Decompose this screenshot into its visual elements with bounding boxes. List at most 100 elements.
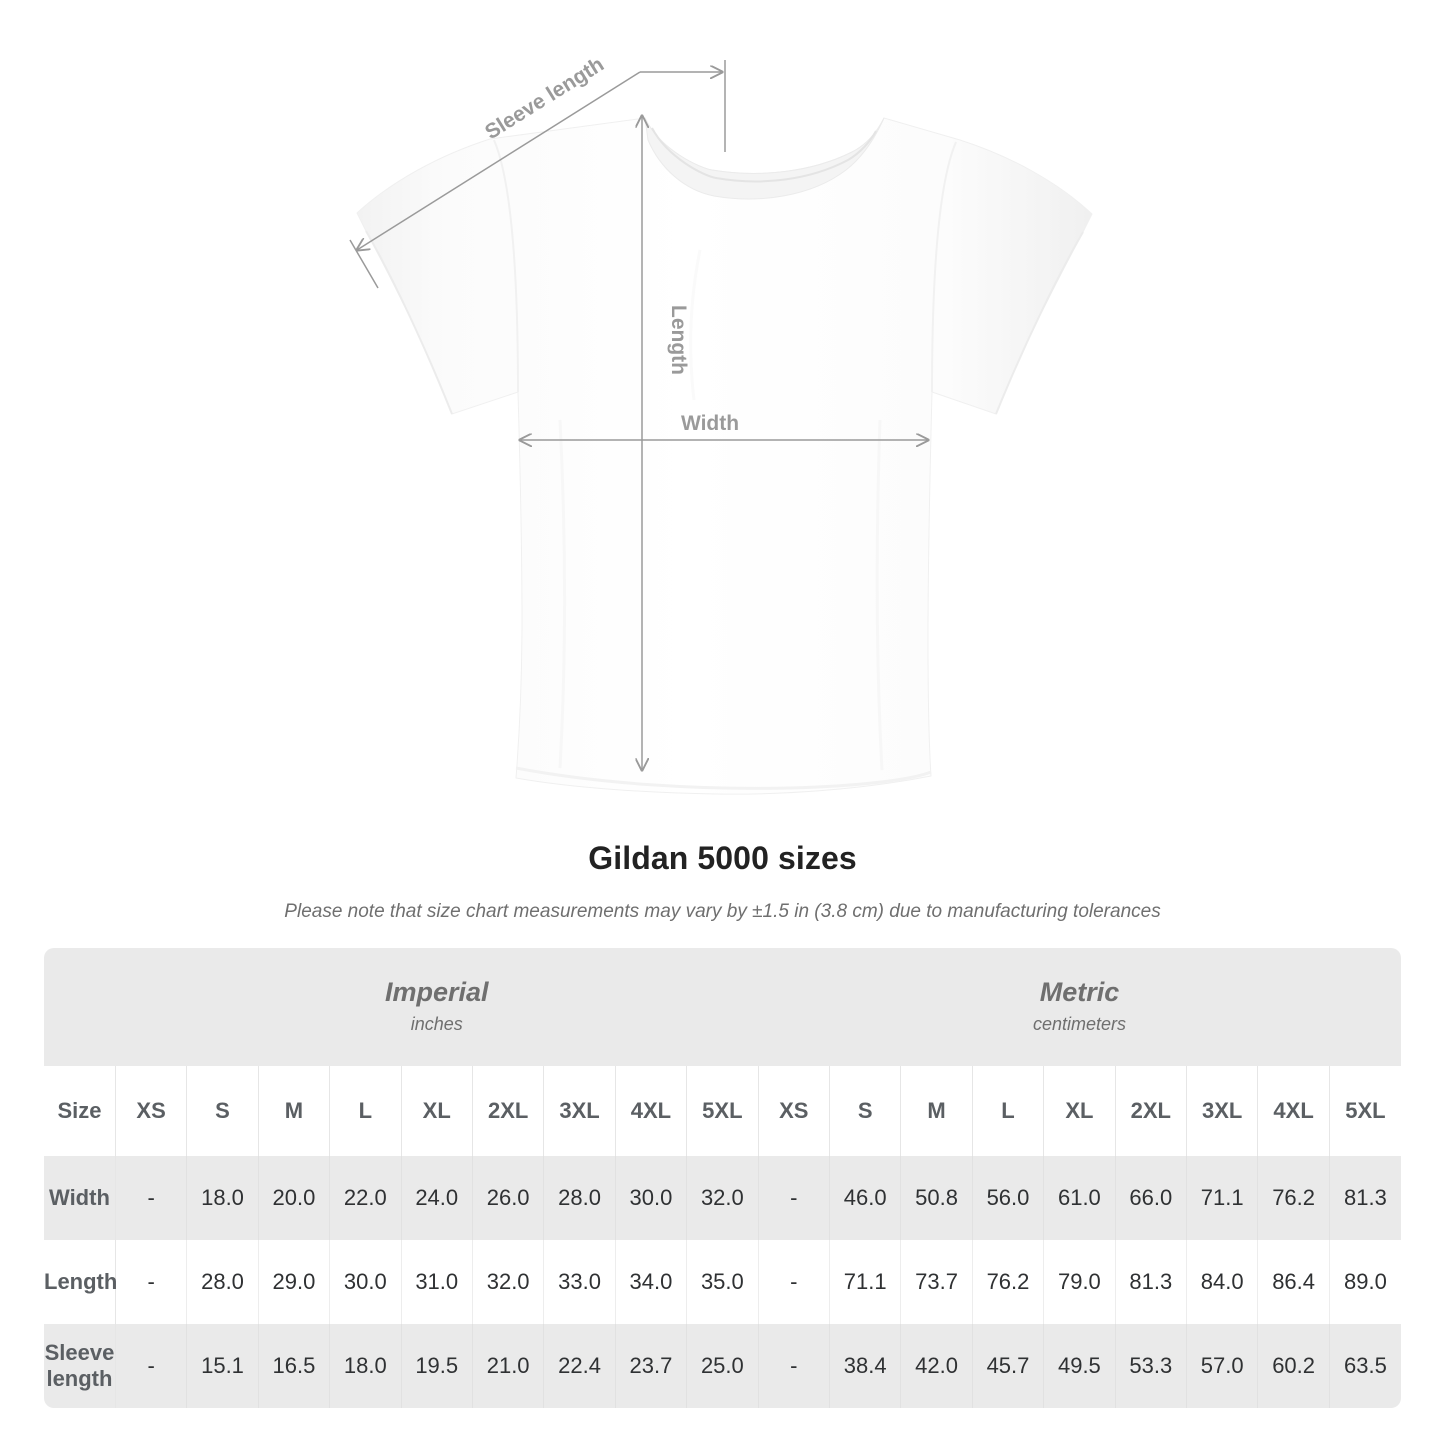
- row-label-length: Length: [44, 1240, 117, 1324]
- width-dimension: Width: [520, 412, 928, 440]
- cell-width-imperial-5xl: 32.0: [686, 1156, 759, 1240]
- cell-length-imperial-xs: -: [115, 1240, 188, 1324]
- cell-sleeve-metric-l: 45.7: [972, 1324, 1045, 1408]
- width-label: Width: [681, 412, 739, 435]
- cell-sleeve-metric-2xl: 53.3: [1115, 1324, 1188, 1408]
- cell-width-metric-5xl: 81.3: [1329, 1156, 1401, 1240]
- row-label-sleeve-length: Sleeve length: [44, 1324, 116, 1408]
- unit-sub-imperial: inches: [410, 1013, 463, 1034]
- size-header-row: Size XS S M L XL 2XL 3XL 4XL 5XL XS S M …: [44, 1066, 1401, 1156]
- table-row: Length - 28.0 29.0 30.0 31.0 32.0 33.0 3…: [44, 1240, 1401, 1324]
- size-header-metric-xs: XS: [758, 1066, 830, 1156]
- size-chart-table: Imperial inches Metric centimeters Size …: [44, 948, 1401, 1408]
- cell-length-imperial-4xl: 34.0: [615, 1240, 688, 1324]
- fabric-fold-3: [689, 249, 702, 401]
- size-header-metric-3xl: 3XL: [1186, 1066, 1259, 1156]
- cell-width-metric-xl: 61.0: [1043, 1156, 1116, 1240]
- unit-group-imperial: Imperial inches: [115, 948, 759, 1066]
- cell-width-imperial-4xl: 30.0: [615, 1156, 688, 1240]
- size-header-imperial-3xl: 3XL: [543, 1066, 616, 1156]
- cell-sleeve-imperial-5xl: 25.0: [686, 1324, 759, 1408]
- size-header-imperial-2xl: 2XL: [472, 1066, 545, 1156]
- cell-sleeve-imperial-m: 16.5: [258, 1324, 331, 1408]
- cell-length-imperial-5xl: 35.0: [686, 1240, 759, 1324]
- size-header-metric-l: L: [972, 1066, 1045, 1156]
- sleeve-hem-left: [365, 230, 453, 415]
- cell-sleeve-metric-4xl: 60.2: [1257, 1324, 1330, 1408]
- cell-sleeve-metric-xl: 49.5: [1043, 1324, 1116, 1408]
- unit-name-metric: Metric: [1039, 976, 1120, 1007]
- size-header-metric-4xl: 4XL: [1257, 1066, 1330, 1156]
- cell-width-imperial-3xl: 28.0: [543, 1156, 616, 1240]
- cell-length-metric-xs: -: [758, 1240, 830, 1324]
- unit-group-metric: Metric centimeters: [758, 948, 1401, 1066]
- cell-length-imperial-s: 28.0: [186, 1240, 259, 1324]
- cell-width-metric-l: 56.0: [972, 1156, 1045, 1240]
- cell-sleeve-metric-5xl: 63.5: [1329, 1324, 1401, 1408]
- cell-length-metric-3xl: 84.0: [1186, 1240, 1259, 1324]
- unit-spacer-cell: [44, 948, 116, 1066]
- cell-length-metric-l: 76.2: [972, 1240, 1045, 1324]
- cell-length-metric-xl: 79.0: [1043, 1240, 1116, 1324]
- cell-length-metric-s: 71.1: [829, 1240, 902, 1324]
- size-header-metric-5xl: 5XL: [1329, 1066, 1401, 1156]
- cell-sleeve-imperial-4xl: 23.7: [615, 1324, 688, 1408]
- size-header-metric-xl: XL: [1043, 1066, 1116, 1156]
- tshirt-collar: [644, 117, 885, 200]
- unit-banner-row: Imperial inches Metric centimeters: [44, 948, 1401, 1066]
- cell-width-imperial-xl: 24.0: [401, 1156, 473, 1240]
- cell-length-metric-2xl: 81.3: [1115, 1240, 1188, 1324]
- cell-length-imperial-m: 29.0: [258, 1240, 331, 1324]
- cell-width-metric-m: 50.8: [900, 1156, 973, 1240]
- size-header-imperial-m: M: [258, 1066, 331, 1156]
- cell-width-imperial-xs: -: [115, 1156, 188, 1240]
- cell-sleeve-metric-xs: -: [758, 1324, 830, 1408]
- table-row: Sleeve length - 15.1 16.5 18.0 19.5 21.0…: [44, 1324, 1401, 1408]
- tolerance-note: Please note that size chart measurements…: [284, 901, 1161, 922]
- cell-sleeve-metric-3xl: 57.0: [1186, 1324, 1259, 1408]
- tshirt-illustration: [356, 117, 1093, 795]
- size-header-metric-2xl: 2XL: [1115, 1066, 1188, 1156]
- cell-length-imperial-2xl: 32.0: [472, 1240, 545, 1324]
- bottom-hem: [515, 766, 932, 790]
- size-header-imperial-xs: XS: [115, 1066, 188, 1156]
- sleeve-arrow-diagonal: [357, 71, 641, 250]
- cell-sleeve-imperial-xl: 19.5: [401, 1324, 473, 1408]
- shoulder-seam-left: [493, 139, 519, 393]
- size-header-metric-s: S: [829, 1066, 902, 1156]
- cell-sleeve-metric-m: 42.0: [900, 1324, 973, 1408]
- size-header-imperial-l: L: [329, 1066, 402, 1156]
- size-header-label: Size: [44, 1066, 116, 1156]
- cell-width-metric-4xl: 76.2: [1257, 1156, 1330, 1240]
- shoulder-seam-right: [931, 141, 957, 393]
- cell-sleeve-metric-s: 38.4: [829, 1324, 902, 1408]
- cell-length-metric-5xl: 89.0: [1329, 1240, 1401, 1324]
- size-header-imperial-s: S: [186, 1066, 259, 1156]
- size-header-metric-m: M: [900, 1066, 973, 1156]
- tshirt-measurement-diagram: Sleeve length Length Width: [349, 53, 1093, 795]
- cell-length-metric-4xl: 86.4: [1257, 1240, 1330, 1324]
- heading-block: Gildan 5000 sizes Please note that size …: [0, 838, 1445, 925]
- sleeve-hem-right: [995, 231, 1084, 415]
- cell-width-imperial-2xl: 26.0: [472, 1156, 545, 1240]
- cell-length-imperial-3xl: 33.0: [543, 1240, 616, 1324]
- table-row: Width - 18.0 20.0 22.0 24.0 26.0 28.0 30…: [44, 1156, 1401, 1240]
- fabric-fold-1: [558, 419, 566, 769]
- size-header-imperial-4xl: 4XL: [615, 1066, 688, 1156]
- cell-sleeve-imperial-s: 15.1: [186, 1324, 259, 1408]
- unit-name-imperial: Imperial: [384, 976, 489, 1007]
- row-label-width: Width: [44, 1156, 116, 1240]
- size-header-imperial-5xl: 5XL: [686, 1066, 759, 1156]
- tshirt-body-shape: [356, 117, 1093, 795]
- cell-width-imperial-m: 20.0: [258, 1156, 331, 1240]
- tshirt-collar-inner: [651, 127, 877, 183]
- cell-length-imperial-xl: 31.0: [401, 1240, 473, 1324]
- cell-width-imperial-l: 22.0: [329, 1156, 402, 1240]
- cell-sleeve-imperial-3xl: 22.4: [543, 1324, 616, 1408]
- cell-width-metric-xs: -: [758, 1156, 830, 1240]
- cell-sleeve-imperial-l: 18.0: [329, 1324, 402, 1408]
- cell-length-imperial-l: 30.0: [329, 1240, 402, 1324]
- cell-width-metric-3xl: 71.1: [1186, 1156, 1259, 1240]
- sleeve-hem-tick: [349, 239, 379, 289]
